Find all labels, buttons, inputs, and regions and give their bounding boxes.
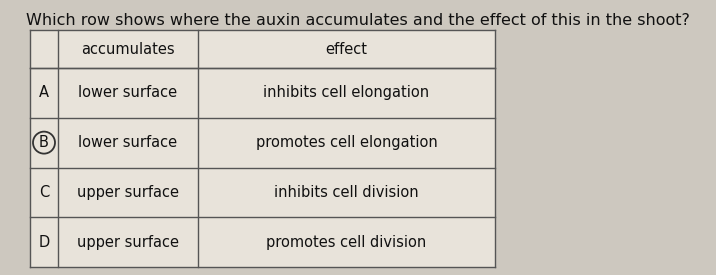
Text: lower surface: lower surface bbox=[79, 85, 178, 100]
Text: effect: effect bbox=[326, 42, 367, 56]
Text: C: C bbox=[39, 185, 49, 200]
Text: accumulates: accumulates bbox=[81, 42, 175, 56]
Bar bbox=[30, 30, 495, 267]
Text: lower surface: lower surface bbox=[79, 135, 178, 150]
Text: promotes cell elongation: promotes cell elongation bbox=[256, 135, 437, 150]
Text: A: A bbox=[39, 85, 49, 100]
Text: inhibits cell division: inhibits cell division bbox=[274, 185, 419, 200]
Text: upper surface: upper surface bbox=[77, 235, 179, 250]
Text: promotes cell division: promotes cell division bbox=[266, 235, 427, 250]
Text: B: B bbox=[39, 135, 49, 150]
Text: upper surface: upper surface bbox=[77, 185, 179, 200]
Text: Which row shows where the auxin accumulates and the effect of this in the shoot?: Which row shows where the auxin accumula… bbox=[26, 13, 690, 28]
Text: inhibits cell elongation: inhibits cell elongation bbox=[263, 85, 430, 100]
Text: D: D bbox=[39, 235, 49, 250]
